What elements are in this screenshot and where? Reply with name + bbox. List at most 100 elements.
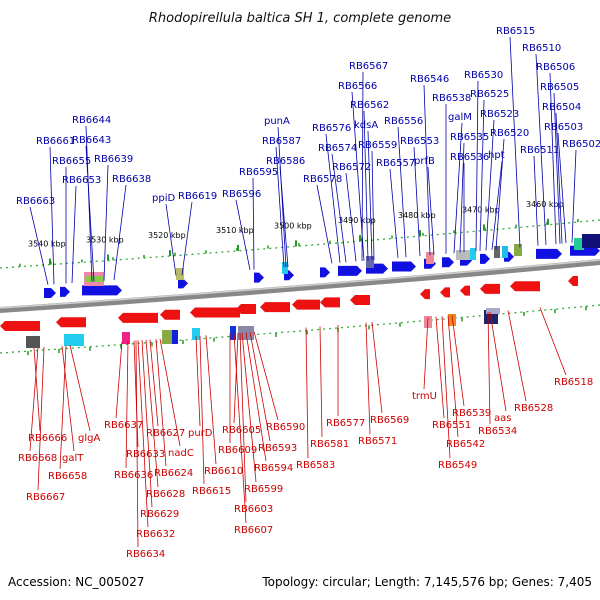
forward-leader-line [533,155,539,246]
reverse-leader-line [61,345,75,452]
top-gene-label: RB6574 [318,143,357,154]
top-gene-label: kdsA [354,120,378,131]
reverse-leader-line [447,315,459,438]
forward-leader-line [113,184,127,281]
rna-feature-box [74,334,84,346]
reverse-leader-line [137,340,149,528]
reverse-gene-arrow [480,283,500,294]
forward-leader-line [252,177,255,270]
top-gene-label: RB6639 [94,154,133,165]
top-gene-label: RB6643 [72,135,111,146]
top-gene-label: RB6644 [72,115,111,126]
top-gene-label: galM [448,112,472,123]
rna-feature-box [494,246,500,258]
top-gene-label: RB6515 [496,26,535,37]
forward-leader-line [479,99,485,251]
reverse-leader-line [115,341,123,419]
bottom-gene-label: RB6549 [438,460,477,471]
forward-leader-line [71,185,77,284]
bottom-gene-label: RB6668 [18,453,57,464]
reverse-gene-arrow [292,299,320,310]
rna-feature-box [64,334,74,346]
reverse-gene-arrow [118,312,158,323]
forward-gene-arrow [536,248,562,259]
bottom-gene-label: RB6627 [146,428,185,439]
reverse-gene-arrow [236,304,256,315]
genome-backbone-highlight [0,259,600,309]
rna-feature-box [192,328,200,340]
forward-gene-arrow [320,267,330,278]
bottom-gene-label: RB6634 [126,549,165,560]
bottom-gene-label: RB6629 [140,509,179,520]
forward-leader-line [279,166,289,267]
summary-text: Topology: circular; Length: 7,145,576 bp… [261,575,592,589]
forward-leader-line [371,150,375,260]
bottom-gene-label: RB6569 [370,415,409,426]
rna-feature-box [162,330,172,344]
reverse-gene-arrow [440,287,450,298]
reverse-gene-arrow [350,294,370,305]
reverse-leader-line [441,316,451,459]
bottom-gene-label: RB6534 [478,426,517,437]
bottom-gene-label: RB6593 [258,443,297,454]
bottom-gene-label: RB6633 [126,449,165,460]
lower-tick-rail [0,304,600,354]
forward-gene-labels: RB6663 RB6661 RB6655 RB6653 RB6644 RB6643 RB66… [16,26,600,207]
forward-leader-line [413,146,421,257]
forward-leader-line [325,133,341,263]
forward-gene-arrow [254,272,264,283]
forward-leader-line [363,110,369,261]
rna-feature-box [122,332,130,344]
accession-text: Accession: NC_005027 [8,575,144,589]
reverse-leader-line [233,332,239,424]
top-gene-label: RB6525 [470,89,509,100]
top-gene-label: RB6596 [222,189,261,200]
reverse-leader-line [199,335,205,485]
forward-leader-line [275,146,285,268]
reverse-leader-line [195,336,201,427]
top-gene-label: RB6557 [376,158,415,169]
top-gene-label: RB6572 [332,162,371,173]
bottom-gene-label: RB6609 [218,445,257,456]
top-gene-label: prfB [414,156,435,167]
reverse-leader-line [539,307,567,376]
reverse-leader-line [319,326,323,438]
forward-gene-arrow [178,278,188,289]
top-gene-label: RB6578 [303,174,342,185]
reverse-gene-arrow [320,297,340,308]
reverse-leader-line [145,339,159,488]
reverse-leader-line [507,310,527,402]
forward-leader-line [555,112,563,244]
top-gene-label: RB6536 [450,152,489,163]
bottom-gene-label: RB6624 [154,468,193,479]
top-gene-label: RB6619 [178,191,217,202]
forward-leader-line [29,206,49,285]
scale-tick-label: 3500 kbp [274,221,312,230]
reverse-gene-arrow [160,309,180,320]
top-gene-label: ppiD [152,193,175,204]
reverse-leader-line [239,332,247,503]
rna-feature-box [448,314,456,326]
forward-leader-line [509,36,521,248]
rna-feature-box [486,308,500,314]
forward-leader-line [85,145,95,282]
top-gene-label: RB6562 [350,100,389,111]
forward-gene-arrow [338,265,362,276]
forward-leader-line [345,172,357,262]
reverse-gene-arrow [56,317,86,328]
reverse-leader-line [37,347,45,491]
scale-tick-label: 3460 kbp [526,200,564,209]
reverse-gene-arrow [568,275,578,286]
reverse-gene-arrow [260,302,290,313]
reverse-leader-line [159,338,181,447]
bottom-gene-label: RB6551 [432,420,471,431]
top-gene-label: RB6503 [544,122,583,133]
reverse-leader-line [241,332,257,483]
forward-leader-line [277,126,287,268]
forward-leader-line [331,153,347,263]
bottom-gene-label: RB6667 [26,492,65,503]
genome-backbone [0,259,600,313]
bottom-gene-label: RB6590 [266,422,305,433]
rna-feature-box [456,250,470,260]
